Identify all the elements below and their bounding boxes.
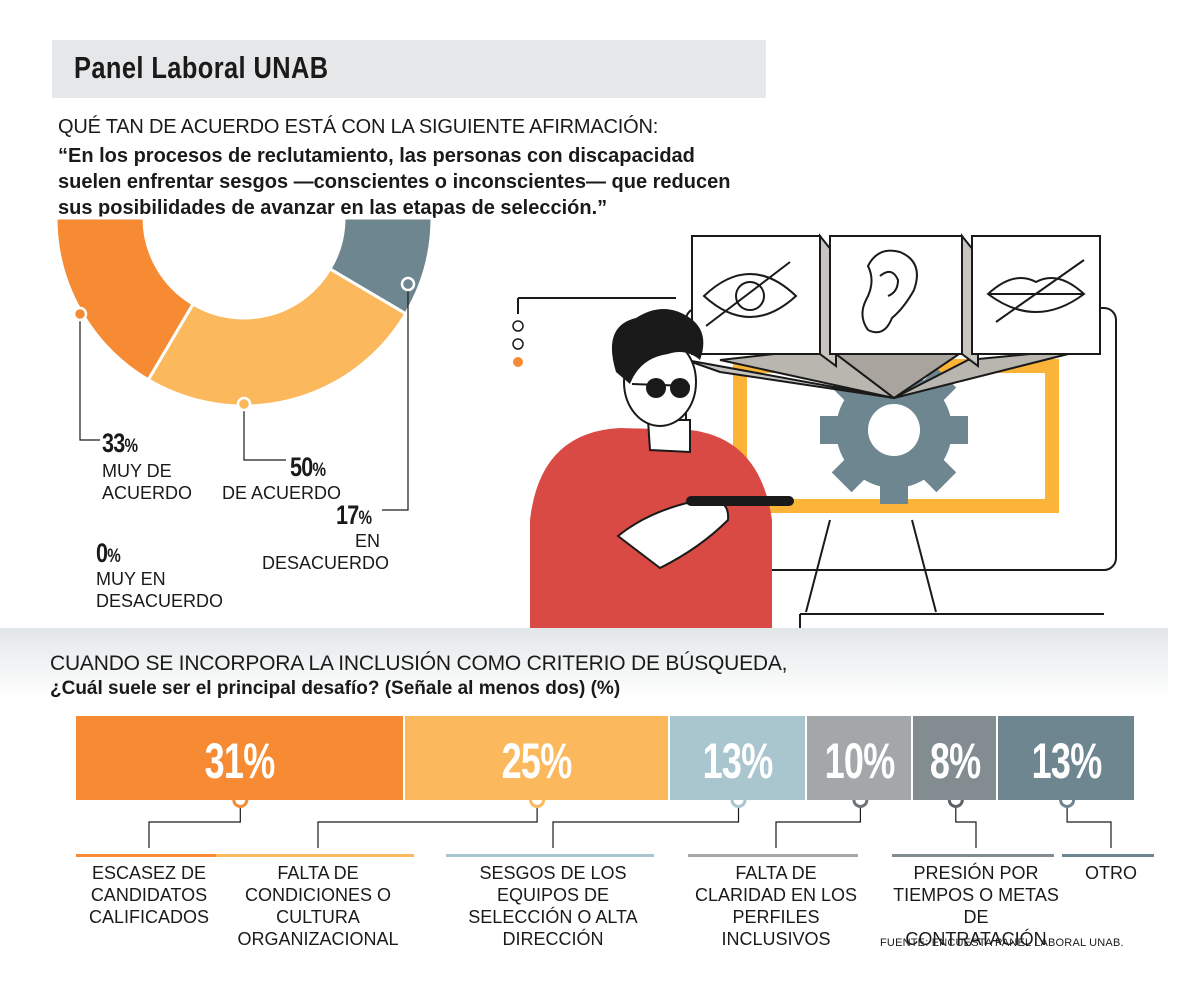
bar-leader-line [317,800,538,848]
donut-label-de-acuerdo: DE ACUERDO [222,483,342,503]
bar-category-label: OTRO [1085,863,1137,883]
bar-value-label: 25% [501,733,572,789]
bar-value-label: 13% [1031,733,1102,789]
bar-category-label: PRESIÓN POR TIEMPOS O METAS DE CONTRATAC… [893,863,1059,949]
bar-category-underline [1062,854,1154,857]
bar-segment: 10% [807,716,912,800]
bar-category-label: FALTA DE CONDICIONES O CULTURA ORGANIZAC… [237,863,399,949]
donut-value-en-desacuerdo: 17% [336,500,372,530]
donut-value-muy-de-acuerdo: 33% [102,428,138,458]
bar-segment: 8% [913,716,997,800]
lips-crossed-icon [986,259,1086,323]
eye-crossed-icon [702,261,798,327]
bar-leader-line [1066,800,1112,848]
question2-heading: CUANDO SE INCORPORA LA INCLUSIÓN COMO CR… [50,652,788,675]
question2-subheading: ¿Cuál suele ser el principal desafío? (S… [50,678,621,699]
donut-leader-line [382,284,409,511]
bar-leader-line [148,800,241,848]
donut-label-muy-de-acuerdo: MUY DE ACUERDO [102,461,193,503]
bar-segment: 25% [404,716,668,800]
person-illustration [530,309,794,628]
donut-leader-dot [72,306,88,322]
donut-leader-dot [400,276,416,292]
bar-leader-line [552,800,740,848]
bar-category-underline [446,854,654,857]
bar-value-label: 31% [204,733,275,789]
ear-icon [861,249,918,334]
donut-slice [54,216,196,382]
donut-value-muy-en-desacuerdo: 0% [96,538,121,568]
bar-category-label: FALTA DE CLARIDAD EN LOS PERFILES INCLUS… [694,863,858,949]
donut-leader-line [243,404,286,461]
decor-dot [512,338,524,350]
title-bar: Panel Laboral UNAB [52,40,766,98]
bar-segment: 13% [669,716,806,800]
bar-category-underline [688,854,858,857]
decor-dot-accent [513,357,523,367]
bar-value-label: 13% [702,733,774,789]
bar-category-underline [216,854,414,857]
donut-label-en-desacuerdo: EN DESACUERDO [262,531,390,573]
source-note: FUENTE: ENCUESTA PANEL LABORAL UNAB. [880,937,1124,949]
donut-slice [146,266,408,408]
bar-segment: 31% [76,716,403,800]
donut-value-de-acuerdo: 50% [290,452,326,482]
bar-category-label: ESCASEZ DE CANDIDATOS CALIFICADOS [88,863,210,927]
donut-leader-line [79,314,100,441]
bar-category-label: SESGOS DE LOS EQUIPOS DE SELECCIÓN O ALT… [468,863,638,949]
donut-leader-dot [236,396,252,412]
bar-value-label: 10% [824,733,895,789]
bar-value-label: 8% [929,733,981,789]
bar-leader-line [955,800,977,848]
question1-heading: QUÉ TAN DE ACUERDO ESTÁ CON LA SIGUIENTE… [58,116,659,138]
donut-label-muy-en-desacuerdo: MUY EN DESACUERDO [96,569,224,611]
bar-category-underline [892,854,1054,857]
question2-band [0,628,1168,698]
bar-segment: 13% [998,716,1134,800]
page-title: Panel Laboral UNAB [74,50,329,85]
question1-quote: “En los procesos de reclutamiento, las p… [58,145,731,219]
decor-dot [512,320,524,332]
bar-category-underline [76,854,216,857]
bar-leader-line [775,800,862,848]
